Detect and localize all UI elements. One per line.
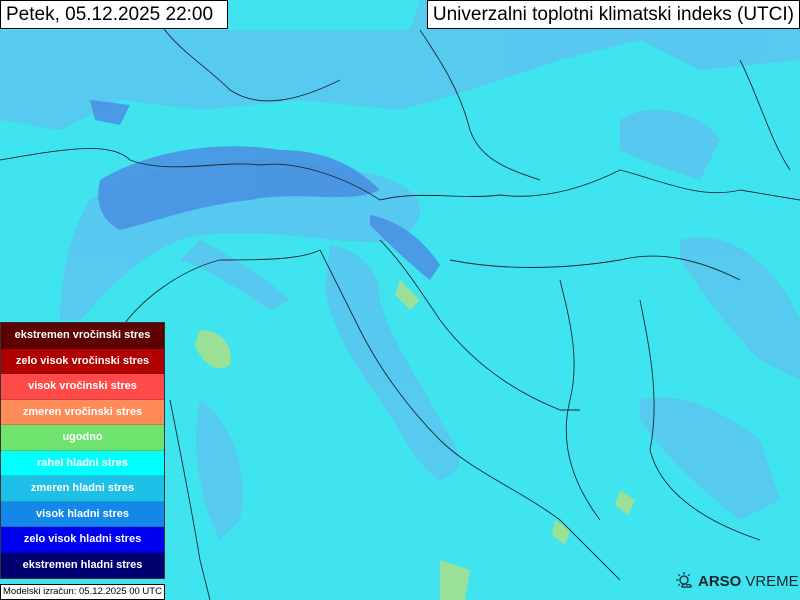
sun-cloud-icon [676, 572, 692, 588]
arso-logo: ARSO VREME [676, 570, 799, 592]
legend-item-very-high-heat: zelo visok vročinski stres [1, 348, 164, 374]
forecast-date-title: Petek, 05.12.2025 22:00 [0, 0, 228, 29]
logo-vreme-text: VREME [745, 572, 799, 590]
product-title: Univerzalni toplotni klimatski indeks (U… [426, 0, 800, 29]
legend-item-comfortable: ugodno [1, 425, 164, 451]
legend-item-very-high-cold: zelo visok hladni stres [1, 527, 164, 553]
model-run-label: Modelski izračun: 05.12.2025 00 UTC [0, 584, 165, 600]
legend-item-slight-cold: rahel hladni stres [1, 450, 164, 476]
legend-item-high-cold: visok hladni stres [1, 501, 164, 527]
legend-item-extreme-heat: ekstremen vročinski stres [1, 323, 164, 349]
legend-item-high-heat: visok vročinski stres [1, 374, 164, 400]
legend-item-extreme-cold: ekstremen hladni stres [1, 552, 164, 578]
legend-item-moderate-cold: zmeren hladni stres [1, 476, 164, 502]
utci-legend: ekstremen vročinski stres zelo visok vro… [0, 322, 165, 579]
logo-arso-text: ARSO [698, 572, 742, 590]
comfortable-areas [195, 280, 635, 600]
legend-item-moderate-heat: zmeren vročinski stres [1, 399, 164, 425]
